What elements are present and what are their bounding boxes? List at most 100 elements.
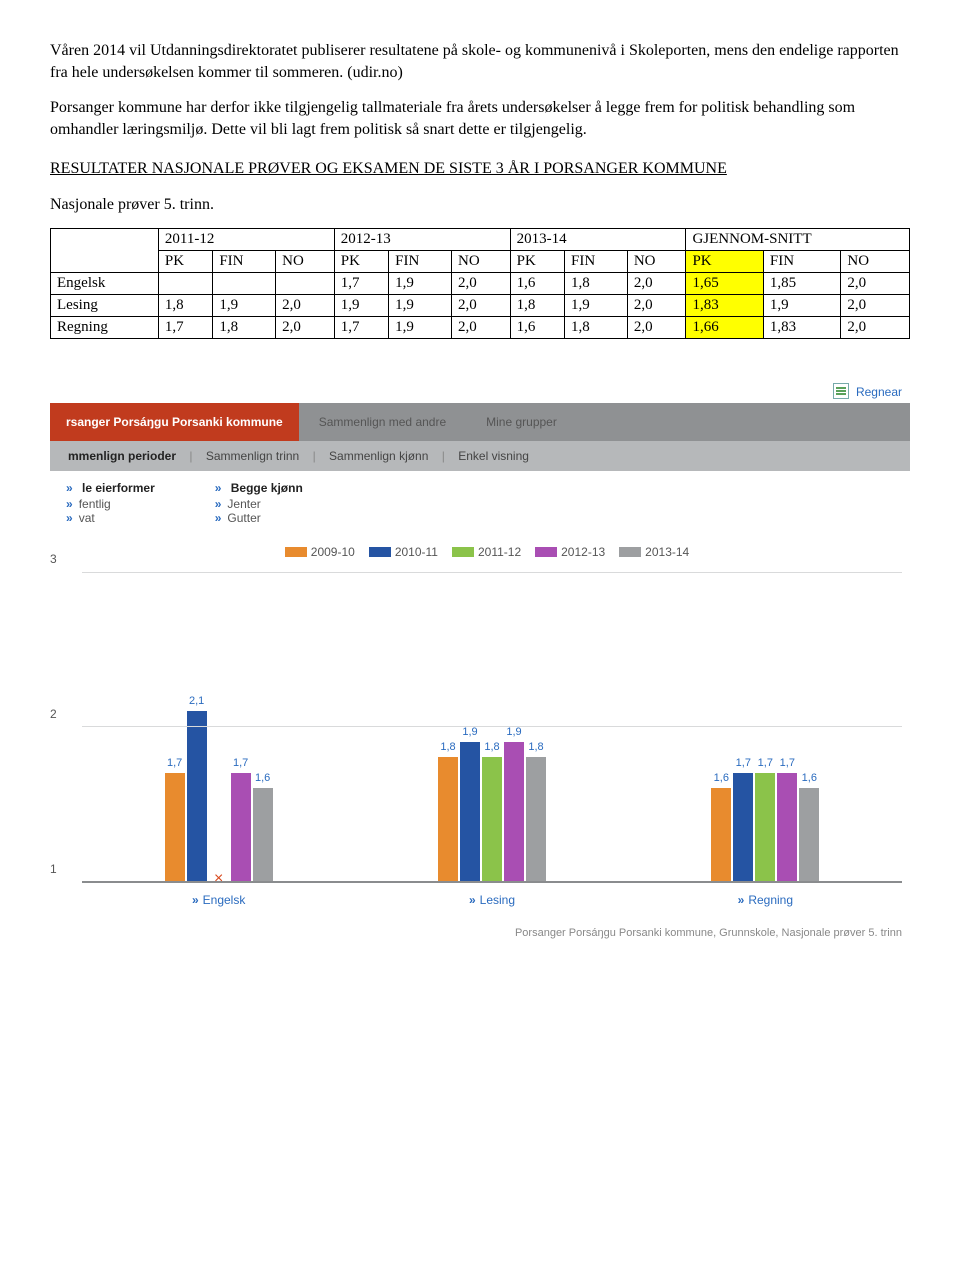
subheading: Nasjonale prøver 5. trinn. bbox=[50, 194, 910, 216]
bar: 1,7 bbox=[165, 773, 185, 881]
table-sub-row: PKFINNOPKFINNOPKFINNOPKFINNO bbox=[51, 250, 910, 272]
table-row: Regning1,71,82,01,71,92,01,61,82,01,661,… bbox=[51, 316, 910, 338]
th-sub: FIN bbox=[763, 250, 840, 272]
x-category-label[interactable]: »Lesing bbox=[355, 887, 628, 913]
filter-ownership-head[interactable]: » le eierformer bbox=[66, 481, 155, 495]
x-icon: × bbox=[214, 870, 223, 888]
th-year: GJENNOM-SNITT bbox=[686, 228, 910, 250]
subtab-trinn[interactable]: Sammenlign trinn bbox=[200, 449, 305, 463]
x-category-label[interactable]: »Engelsk bbox=[82, 887, 355, 913]
cell: 1,65 bbox=[686, 272, 763, 294]
bar-value-label: 1,8 bbox=[440, 741, 455, 753]
cell: 2,0 bbox=[841, 316, 910, 338]
chevron-icon: » bbox=[215, 481, 222, 495]
bar: 1,8 bbox=[438, 757, 458, 880]
th-sub: NO bbox=[276, 250, 335, 272]
bar-value-label: 1,8 bbox=[528, 741, 543, 753]
bar-value-label: 1,7 bbox=[233, 757, 248, 769]
th-sub: FIN bbox=[565, 250, 628, 272]
bar: 1,6 bbox=[711, 788, 731, 880]
bar: 1,7 bbox=[231, 773, 251, 881]
cell bbox=[276, 272, 335, 294]
intro-paragraph-2: Porsanger kommune har derfor ikke tilgje… bbox=[50, 97, 910, 140]
intro-paragraph-1: Våren 2014 vil Utdanningsdirektoratet pu… bbox=[50, 40, 910, 83]
chart-group: 1,81,91,81,91,8 bbox=[355, 573, 628, 881]
row-label: Engelsk bbox=[51, 272, 159, 294]
cell: 2,0 bbox=[627, 316, 686, 338]
cell: 1,9 bbox=[213, 294, 276, 316]
y-tick-label: 2 bbox=[50, 707, 57, 721]
cell: 1,8 bbox=[565, 272, 628, 294]
x-axis: »Engelsk»Lesing»Regning bbox=[82, 887, 902, 913]
bar: 1,9 bbox=[460, 742, 480, 881]
cell: 2,0 bbox=[627, 294, 686, 316]
legend-label: 2012-13 bbox=[561, 545, 605, 559]
y-tick-label: 3 bbox=[50, 552, 57, 566]
bar-value-label: 1,8 bbox=[484, 741, 499, 753]
filter-option[interactable]: »Gutter bbox=[215, 511, 303, 525]
filter-option[interactable]: »fentlig bbox=[66, 497, 155, 511]
bar: 1,8 bbox=[482, 757, 502, 880]
cell: 1,8 bbox=[565, 316, 628, 338]
cell bbox=[158, 272, 212, 294]
cell: 2,0 bbox=[452, 272, 511, 294]
th-year: 2011-12 bbox=[158, 228, 334, 250]
bar: 1,9 bbox=[504, 742, 524, 881]
legend-label: 2010-11 bbox=[395, 545, 438, 559]
subtab-periods[interactable]: mmenlign perioder bbox=[62, 449, 182, 463]
th-sub: NO bbox=[452, 250, 511, 272]
table-body: Engelsk1,71,92,01,61,82,01,651,852,0Lesi… bbox=[51, 272, 910, 338]
tab-my-groups[interactable]: Mine grupper bbox=[466, 403, 577, 441]
cell: 2,0 bbox=[452, 316, 511, 338]
tab-compare-others[interactable]: Sammenlign med andre bbox=[299, 403, 466, 441]
bar-value-label: 2,1 bbox=[189, 695, 204, 707]
filter-option[interactable]: »vat bbox=[66, 511, 155, 525]
filter-ownership: » le eierformer »fentlig »vat bbox=[66, 481, 155, 525]
cell: 1,9 bbox=[389, 316, 452, 338]
th-sub: FIN bbox=[389, 250, 452, 272]
filter-option[interactable]: »Jenter bbox=[215, 497, 303, 511]
cell: 2,0 bbox=[841, 294, 910, 316]
th-sub: FIN bbox=[213, 250, 276, 272]
export-link[interactable]: Regnear bbox=[856, 385, 902, 399]
subtab-gender[interactable]: Sammenlign kjønn bbox=[323, 449, 434, 463]
results-table: 2011-12 2012-13 2013-14 GJENNOM-SNITT PK… bbox=[50, 228, 910, 339]
bar-value-label: 1,6 bbox=[802, 772, 817, 784]
cell: 1,9 bbox=[389, 294, 452, 316]
bar: 1,6 bbox=[799, 788, 819, 880]
y-tick-label: 1 bbox=[50, 862, 57, 876]
bar-value-label: 1,7 bbox=[736, 757, 751, 769]
cell bbox=[213, 272, 276, 294]
th-sub: PK bbox=[334, 250, 388, 272]
bar-value-label: 1,6 bbox=[714, 772, 729, 784]
subtab-simple[interactable]: Enkel visning bbox=[452, 449, 535, 463]
legend-swatch bbox=[535, 547, 557, 557]
legend-swatch bbox=[452, 547, 474, 557]
table-year-row: 2011-12 2012-13 2013-14 GJENNOM-SNITT bbox=[51, 228, 910, 250]
cell: 1,9 bbox=[763, 294, 840, 316]
secondary-tabs: mmenlign perioder | Sammenlign trinn | S… bbox=[50, 441, 910, 471]
th-year: 2013-14 bbox=[510, 228, 686, 250]
chevron-icon: » bbox=[738, 893, 745, 907]
bar-value-label: 1,6 bbox=[255, 772, 270, 784]
x-category-label[interactable]: »Regning bbox=[629, 887, 902, 913]
bar: 1,7 bbox=[777, 773, 797, 881]
filter-gender-head[interactable]: » Begge kjønn bbox=[215, 481, 303, 495]
bar-value-label: 1,7 bbox=[758, 757, 773, 769]
table-row: Engelsk1,71,92,01,61,82,01,651,852,0 bbox=[51, 272, 910, 294]
bar: 1,8 bbox=[526, 757, 546, 880]
th-sub: PK bbox=[686, 250, 763, 272]
legend-label: 2009-10 bbox=[311, 545, 355, 559]
filter-panel: » le eierformer »fentlig »vat » Begge kj… bbox=[50, 471, 910, 539]
chevron-icon: » bbox=[469, 893, 476, 907]
cell: 2,0 bbox=[841, 272, 910, 294]
table-row: Lesing1,81,92,01,91,92,01,81,92,01,831,9… bbox=[51, 294, 910, 316]
th-year: 2012-13 bbox=[334, 228, 510, 250]
chart-group: 1,72,1×1,71,6 bbox=[82, 573, 355, 881]
cell: 1,7 bbox=[158, 316, 212, 338]
cell: 2,0 bbox=[452, 294, 511, 316]
chevron-icon: » bbox=[192, 893, 199, 907]
chart-group: 1,61,71,71,71,6 bbox=[629, 573, 902, 881]
th-sub: NO bbox=[627, 250, 686, 272]
tab-kommune[interactable]: rsanger Porsáŋgu Porsanki kommune bbox=[50, 403, 299, 441]
